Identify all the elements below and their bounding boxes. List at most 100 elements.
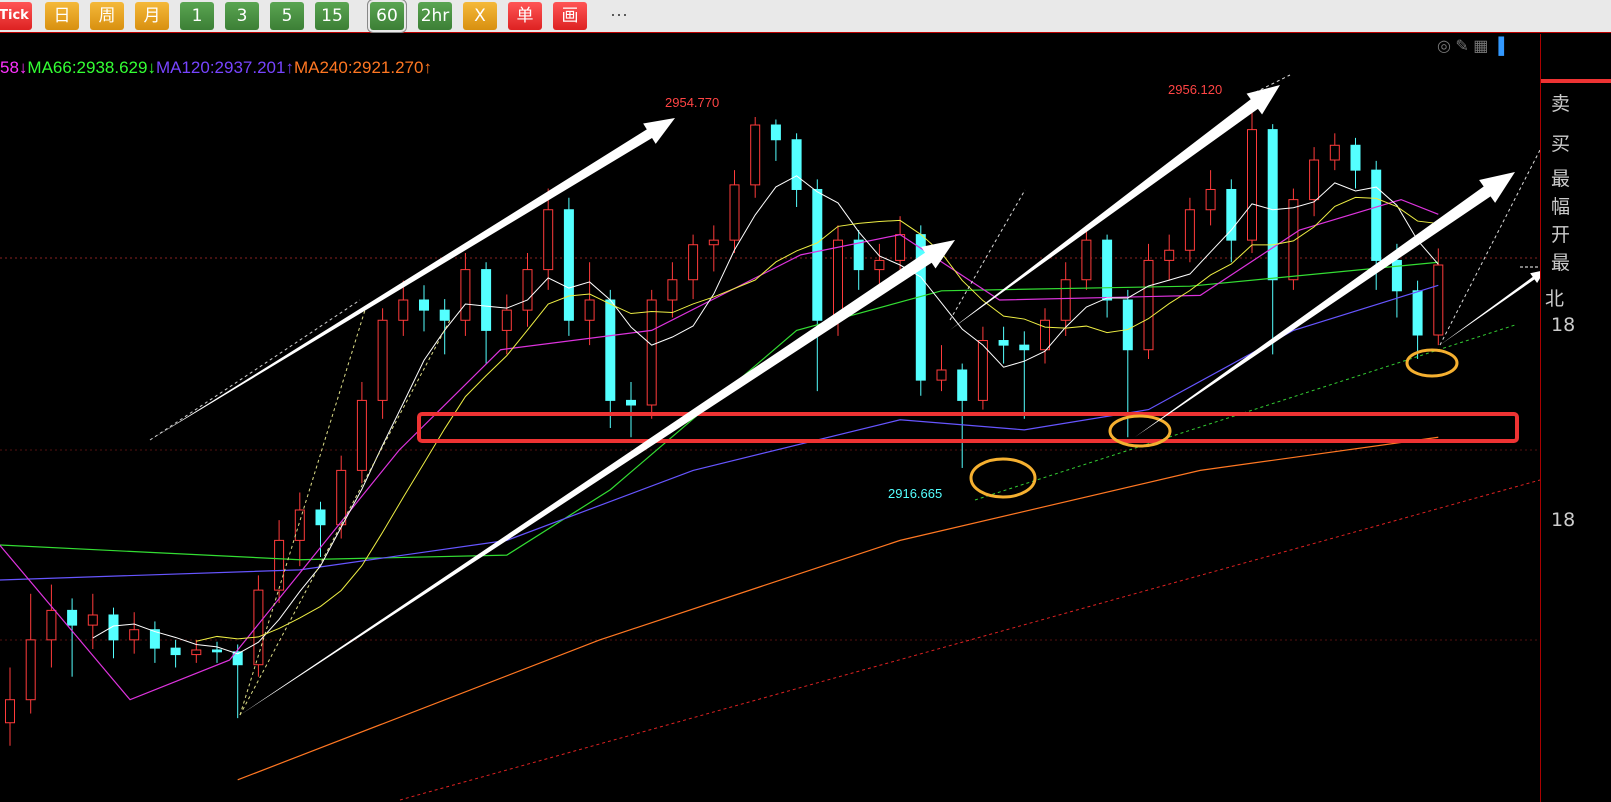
candle-up xyxy=(1143,259,1154,351)
candle-up xyxy=(584,299,595,321)
candle-down xyxy=(791,139,802,190)
period-button-60[interactable]: 60 xyxy=(367,0,407,33)
high-label-1: 2954.770 xyxy=(665,95,720,110)
quote-label: 卖 xyxy=(1551,93,1571,115)
candle-up xyxy=(688,244,699,281)
candle-up xyxy=(1288,199,1299,281)
candle-up xyxy=(750,124,761,186)
candle-up xyxy=(708,239,719,246)
short-ma-line xyxy=(196,196,1439,642)
candle-down xyxy=(1102,239,1113,301)
candle-down xyxy=(563,209,574,321)
candle-up xyxy=(129,629,140,641)
period-button-X[interactable]: X xyxy=(463,2,497,30)
period-button-日[interactable]: 日 xyxy=(45,2,79,30)
candle-up xyxy=(1433,264,1444,336)
grid-icon[interactable]: ▦ xyxy=(1473,38,1489,55)
support-zone-box xyxy=(417,412,1519,443)
candle-up xyxy=(1329,144,1340,161)
candle-up xyxy=(191,649,202,656)
candle-up xyxy=(1247,129,1257,241)
candle-down xyxy=(315,509,326,526)
candle-up xyxy=(1184,209,1195,251)
candle-up xyxy=(294,509,305,541)
candle-down xyxy=(1226,188,1237,241)
candle-down xyxy=(439,309,450,321)
candle-down xyxy=(1412,290,1423,336)
low-label-1: 2916.665 xyxy=(888,486,943,501)
pencil-icon[interactable]: ✎ xyxy=(1455,38,1469,55)
quote-label: 幅 xyxy=(1551,196,1571,218)
period-button-3[interactable]: 3 xyxy=(225,2,259,30)
candle-down xyxy=(212,649,222,653)
candle-down xyxy=(626,399,636,406)
candle-up xyxy=(874,259,885,271)
quote-label: 18 xyxy=(1551,314,1576,336)
candle-up xyxy=(977,340,988,401)
period-button-5[interactable]: 5 xyxy=(270,2,304,30)
period-toolbar: Tick 日周月 1 3 5 15 60 2hr X 单画 xyxy=(0,0,1611,33)
trend-line xyxy=(239,319,451,716)
candle-up xyxy=(895,234,906,261)
candle-up xyxy=(460,269,471,321)
quote-panel: 卖买最幅开最北 18 18 xyxy=(1540,34,1611,802)
period-button-月[interactable]: 月 xyxy=(135,2,169,30)
ma-line xyxy=(237,436,1439,781)
candle-up xyxy=(25,639,36,701)
period-button-Tick[interactable]: Tick xyxy=(0,2,32,30)
ma-line xyxy=(0,261,1439,561)
candle-down xyxy=(419,299,429,311)
candle-up xyxy=(336,469,347,526)
candle-up xyxy=(543,209,554,271)
candle-down xyxy=(1019,344,1030,351)
candle-down xyxy=(108,614,119,641)
period-button-单[interactable]: 单 xyxy=(508,2,542,30)
period-button-1[interactable]: 1 xyxy=(180,2,214,30)
candle-down xyxy=(67,609,78,626)
candlestick-chart[interactable] xyxy=(0,34,1540,802)
candle-down xyxy=(232,651,243,666)
candle-down xyxy=(957,369,968,401)
arrow-icon xyxy=(1135,172,1515,437)
candle-up xyxy=(253,589,264,666)
panel-icon[interactable]: ▐ xyxy=(1492,38,1505,55)
candle-down xyxy=(812,188,823,321)
candle-up xyxy=(274,539,285,591)
period-button-画[interactable]: 画 xyxy=(553,2,587,30)
candle-up xyxy=(501,309,512,331)
candle-down xyxy=(149,629,160,649)
high-label-2: 2956.120 xyxy=(1168,82,1223,97)
quote-label: 北 xyxy=(1545,288,1565,310)
candle-down xyxy=(1122,299,1133,351)
candle-up xyxy=(398,299,409,321)
quote-label: 18 xyxy=(1551,509,1576,531)
period-button-周[interactable]: 周 xyxy=(90,2,124,30)
candle-down xyxy=(1391,259,1402,292)
period-button-15[interactable]: 15 xyxy=(315,2,349,30)
more-button[interactable]: ··· xyxy=(610,4,628,24)
candle-up xyxy=(936,369,947,381)
candle-down xyxy=(605,299,616,401)
period-button-2hr[interactable]: 2hr xyxy=(418,2,452,30)
eye-off-icon[interactable]: ◎ xyxy=(1437,38,1451,55)
trend-line xyxy=(949,189,1026,321)
trend-line xyxy=(1439,149,1540,346)
candle-up xyxy=(1040,319,1050,351)
candle-up xyxy=(833,239,843,321)
candle-up xyxy=(729,184,740,241)
ma-legend: 58↓MA66:2938.629↓MA120:2937.201↑MA240:29… xyxy=(0,58,432,78)
highlight-ellipse xyxy=(969,457,1037,499)
candle-up xyxy=(667,279,678,301)
arrow-icon xyxy=(1440,271,1540,345)
arrow-icon xyxy=(950,85,1280,330)
trend-line xyxy=(239,309,366,716)
candle-down xyxy=(1267,129,1278,281)
chart-tools: ◎ ✎ ▦ ▐ xyxy=(1437,36,1504,56)
candle-up xyxy=(377,319,388,401)
quote-label: 最 xyxy=(1551,252,1571,274)
candle-down xyxy=(1371,169,1382,261)
highlight-ellipse xyxy=(1108,414,1172,448)
quote-label: 开 xyxy=(1551,224,1571,246)
trend-line xyxy=(399,479,1540,801)
candle-down xyxy=(770,124,781,141)
